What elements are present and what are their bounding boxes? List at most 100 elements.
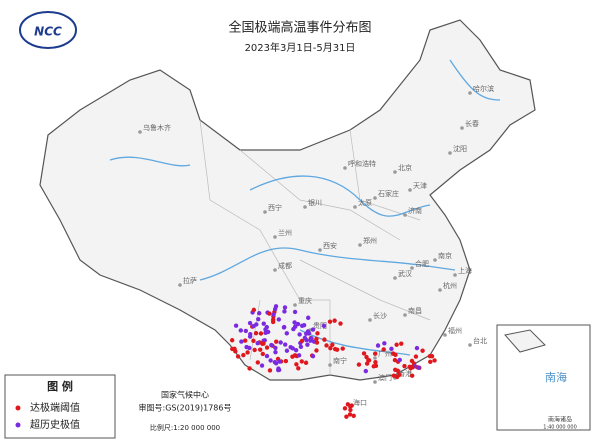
station-dot [230,346,235,352]
station-dot [347,412,353,417]
station-dot [364,361,370,366]
station-dot [264,345,270,350]
station-dot [255,360,261,365]
station-dot [414,345,420,351]
city-label: 贵阳 [313,321,327,330]
city-marker [318,248,322,252]
station-dot [272,359,278,365]
station-dot [321,323,327,328]
station-dot [314,336,319,342]
logo [19,11,77,49]
station-dot [243,338,248,343]
station-dot [408,366,413,371]
station-dot [389,346,394,352]
station-dot [241,352,246,358]
station-dot [247,320,253,326]
station-dot [428,359,433,365]
station-dot [260,351,266,357]
station-dot [281,324,287,330]
city-label: 石家庄 [378,189,399,198]
station-dot [283,342,288,347]
city-label: 济南 [408,206,422,215]
station-dot [247,334,253,339]
legend-box [4,374,116,439]
city-marker [408,188,412,192]
station-dot [299,359,304,364]
city-marker [453,273,457,277]
city-label: 郑州 [363,237,377,245]
station-dot [420,348,425,353]
station-dot [258,331,264,336]
city-marker [273,268,277,272]
station-dot [243,328,249,334]
city-label: 兰州 [278,228,292,237]
station-dot [314,348,319,353]
station-dot [245,350,250,355]
station-dot [273,304,279,309]
station-dot [305,329,311,334]
city-marker [353,205,357,209]
station-dot [345,402,351,407]
station-dot [351,413,356,419]
station-dot [257,311,262,316]
legend-item: 超历史极值 [30,418,80,431]
station-dot [296,353,302,358]
city-marker [373,380,377,384]
city-label: 澳门 [378,373,392,382]
station-dot [315,331,320,336]
city-label: 拉萨 [183,276,197,285]
station-dot [295,321,301,327]
station-dot [252,347,257,353]
station-dot [251,307,257,313]
station-dot [276,317,282,322]
city-label: 呼和浩特 [348,159,376,168]
station-dot [284,331,289,336]
station-dot [327,319,333,324]
city-label: 武汉 [398,269,412,278]
city-marker [368,318,372,322]
credit-approval: 审图号:GS(2019)1786号 [139,403,232,413]
station-dot [394,342,399,347]
city-label: 银川 [308,198,322,207]
city-label: 海口 [353,398,367,407]
station-dot [282,309,287,314]
legend-swatch [15,405,21,411]
station-dot [322,337,327,342]
station-dot [269,342,274,348]
city-marker [358,243,362,247]
city-label: 南京 [438,251,452,260]
city-marker [138,130,142,134]
station-dot [238,328,243,333]
legend-title: 图 例 [47,379,73,393]
station-dot [247,345,252,351]
station-dot [261,341,266,346]
city-label: 福州 [448,326,462,335]
credit-org: 国家气候中心 [161,390,209,400]
logo-text: NCC [34,25,62,39]
station-dot [282,305,288,310]
station-dot [373,359,378,365]
station-dot [333,346,338,352]
station-dot [296,366,301,371]
station-dot [381,347,386,352]
city-marker [373,356,377,360]
city-label: 太原 [358,198,372,207]
city-label: 乌鲁木齐 [143,123,171,132]
station-dot [277,359,282,364]
station-dot [235,354,241,359]
city-label: 南昌 [408,306,422,315]
station-dot [271,312,276,317]
station-dot [330,342,335,347]
station-dot [264,353,270,359]
inset-coast [504,329,546,353]
station-dot [239,339,244,344]
station-dot [292,320,297,325]
city-marker [433,258,437,262]
city-label: 广州 [378,349,392,358]
station-dot [278,340,283,345]
subtitle: 2023年3月1日-5月31日 [245,41,356,54]
station-dot [267,311,272,316]
city-label: 上海 [458,266,472,275]
